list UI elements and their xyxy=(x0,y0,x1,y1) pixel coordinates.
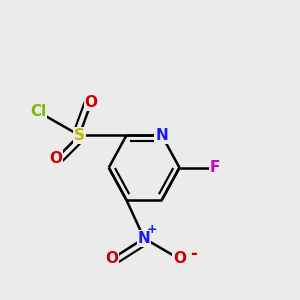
Text: O: O xyxy=(105,251,118,266)
Text: Cl: Cl xyxy=(30,104,46,119)
Text: -: - xyxy=(190,244,197,262)
Text: O: O xyxy=(49,151,62,166)
Text: O: O xyxy=(173,251,186,266)
Text: F: F xyxy=(210,160,220,175)
Text: S: S xyxy=(74,128,85,143)
Text: N: N xyxy=(155,128,168,143)
Text: +: + xyxy=(147,223,158,236)
Text: O: O xyxy=(85,95,98,110)
Text: N: N xyxy=(138,231,151,246)
